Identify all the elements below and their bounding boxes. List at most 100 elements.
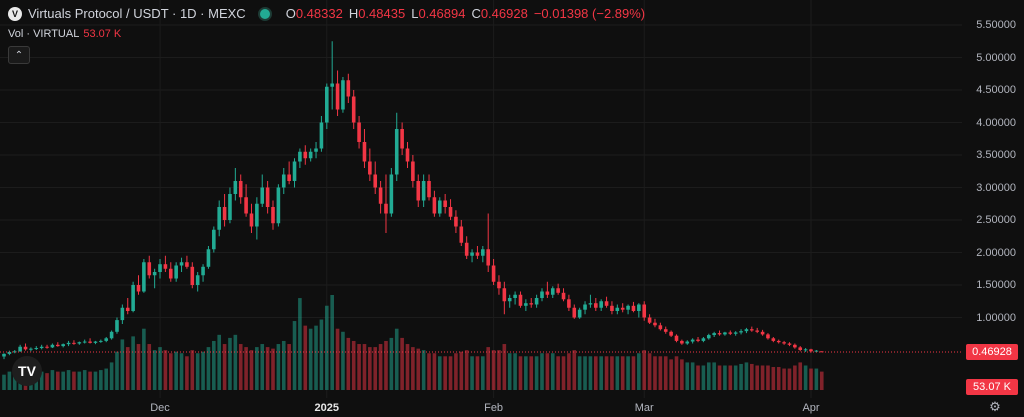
candle-body — [163, 264, 168, 269]
candle-body — [276, 187, 281, 224]
candle-body — [771, 338, 776, 341]
price-tick-label: 4.00000 — [976, 116, 1016, 129]
volume-bar — [615, 356, 620, 390]
volume-bar — [384, 340, 388, 390]
low-value: 0.46894 — [418, 6, 466, 21]
volume-bar — [276, 344, 281, 390]
volume-bar — [690, 362, 695, 390]
time-tick-label: Dec — [150, 402, 170, 414]
candle-body — [690, 339, 695, 342]
candle-body — [518, 294, 523, 306]
candle-body — [174, 265, 178, 279]
candle-body — [723, 332, 727, 335]
tradingview-logo[interactable]: TV — [12, 356, 42, 386]
candle-body — [755, 330, 759, 332]
candle-body — [782, 342, 786, 344]
candle-body — [195, 275, 200, 285]
candle-body — [212, 229, 216, 250]
volume-bar — [529, 356, 534, 390]
volume-bar — [637, 353, 641, 390]
volume-bar — [66, 370, 71, 390]
volume-bar — [798, 362, 803, 390]
candle-body — [712, 333, 716, 336]
candle-body — [502, 288, 507, 302]
volume-bar — [470, 356, 474, 390]
candle-body — [814, 350, 819, 352]
candle-body — [271, 207, 275, 224]
market-status-icon[interactable] — [257, 6, 272, 21]
candle-body — [744, 329, 749, 332]
volume-bar — [61, 371, 65, 390]
volume-bar — [723, 365, 727, 390]
candle-body — [147, 262, 152, 276]
price-chart[interactable] — [0, 0, 962, 417]
volume-bar — [158, 347, 162, 390]
volume-bar — [437, 356, 442, 390]
volume-bar — [93, 371, 98, 390]
high-value: 0.48435 — [358, 6, 406, 21]
candle-body — [696, 339, 700, 341]
candle-body — [513, 294, 517, 298]
volume-bar — [206, 347, 211, 390]
candle-body — [583, 304, 587, 310]
gear-icon[interactable]: ⚙ — [989, 399, 1001, 414]
candle-body — [728, 332, 733, 334]
volume-bar — [454, 353, 458, 390]
volume-bar — [755, 365, 759, 390]
volume-bar — [793, 365, 797, 390]
volume-legend[interactable]: Vol · VIRTUAL 53.07 K — [8, 28, 121, 40]
volume-bar — [594, 356, 598, 390]
volume-bar — [556, 356, 560, 390]
volume-bar — [750, 363, 754, 390]
candle-body — [454, 216, 458, 227]
candle-body — [287, 174, 291, 181]
volume-bar — [819, 371, 824, 390]
volume-bar — [427, 353, 431, 390]
volume-bar — [674, 356, 679, 390]
volume-bar — [481, 356, 485, 390]
volume-bar — [373, 347, 378, 390]
candle-body — [77, 342, 82, 344]
candle-body — [507, 298, 512, 302]
volume-bar — [706, 362, 711, 390]
volume-bar — [513, 353, 517, 390]
volume-bar — [701, 365, 706, 390]
candle-body — [787, 343, 792, 345]
candle-body — [351, 96, 356, 123]
volume-bar — [152, 350, 157, 390]
volume-bar — [567, 353, 571, 390]
volume-bar — [550, 353, 555, 390]
volume-bar — [760, 365, 765, 390]
candle-body — [594, 303, 598, 308]
volume-bar — [717, 365, 722, 390]
volume-bar — [712, 362, 716, 390]
candle-body — [739, 331, 743, 333]
candle-body — [556, 288, 560, 293]
volume-bar — [346, 337, 351, 390]
volume-bar — [572, 350, 577, 390]
volume-bar — [776, 367, 781, 390]
volume-bar — [265, 347, 270, 390]
price-tick-label: 5.00000 — [976, 51, 1016, 64]
candle-body — [653, 322, 657, 326]
volume-bar — [803, 365, 808, 390]
candle-body — [459, 226, 464, 243]
volume-bar — [448, 356, 453, 390]
candle-body — [750, 329, 754, 331]
price-axis[interactable]: 5.50000 5.00000 4.50000 4.00000 3.50000 3.000… — [962, 0, 1024, 417]
change-value: −0.01398 (−2.89%) — [533, 6, 646, 21]
candle-body — [620, 307, 625, 310]
candle-body — [793, 344, 797, 348]
candle-body — [168, 268, 173, 279]
volume-bar — [502, 344, 507, 390]
candle-body — [66, 342, 71, 345]
candle-body — [604, 301, 609, 306]
candle-body — [626, 305, 630, 310]
volume-bar — [271, 348, 275, 390]
collapse-legend-button[interactable]: ⌃ — [8, 46, 30, 64]
volume-bar — [416, 348, 421, 390]
symbol-title[interactable]: Virtuals Protocol / USDT · 1D · MEXC — [28, 6, 246, 21]
candle-body — [631, 305, 636, 311]
candle-body — [115, 320, 119, 332]
